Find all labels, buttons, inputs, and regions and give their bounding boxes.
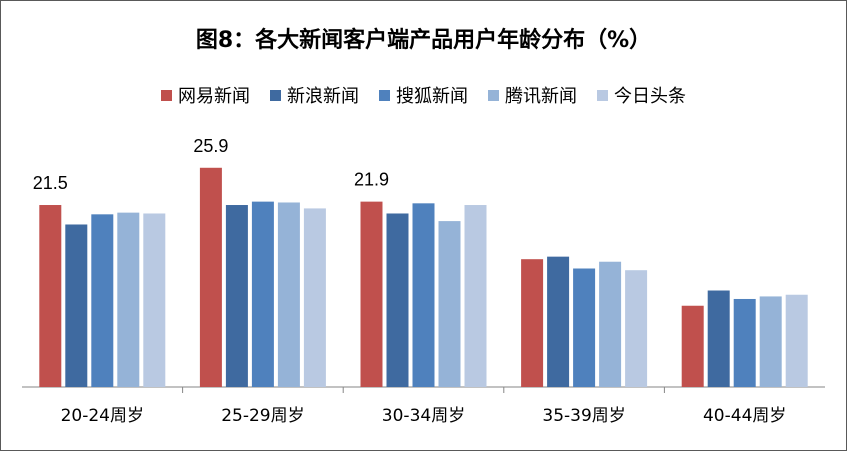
bar xyxy=(681,305,704,387)
bar xyxy=(225,205,248,387)
bar xyxy=(39,205,62,387)
bar xyxy=(547,256,570,387)
bar xyxy=(438,221,461,387)
bar xyxy=(412,203,435,387)
bar xyxy=(117,212,140,387)
legend-swatch xyxy=(270,89,281,101)
bar xyxy=(143,213,166,387)
bar xyxy=(386,213,409,387)
legend-label: 腾讯新闻 xyxy=(505,86,577,107)
bar xyxy=(464,205,487,387)
legend-label: 今日头条 xyxy=(614,86,686,107)
legend-item: 搜狐新闻 xyxy=(379,82,468,108)
legend-swatch xyxy=(597,89,608,101)
legend-item: 新浪新闻 xyxy=(270,82,359,108)
bar xyxy=(599,261,622,387)
bar xyxy=(91,214,114,387)
bar xyxy=(785,294,808,387)
legend-item: 腾讯新闻 xyxy=(488,82,577,108)
data-label: 25.9 xyxy=(193,136,228,156)
x-tick-label: 30-34周岁 xyxy=(382,406,465,426)
bar xyxy=(303,208,326,387)
legend-item: 今日头条 xyxy=(597,82,686,108)
chart-title: 图8：各大新闻客户端产品用户年龄分布（%） xyxy=(195,28,652,53)
legend-swatch xyxy=(161,89,172,101)
bar xyxy=(199,167,222,387)
chart-legend: 网易新闻 新浪新闻 搜狐新闻 腾讯新闻 今日头条 xyxy=(0,82,847,108)
bar xyxy=(277,202,300,387)
data-label: 21.5 xyxy=(33,173,68,193)
legend-label: 网易新闻 xyxy=(178,86,250,107)
bar xyxy=(625,270,648,387)
x-tick-label: 40-44周岁 xyxy=(703,406,786,426)
legend-label: 新浪新闻 xyxy=(287,86,359,107)
x-tick-label: 25-29周岁 xyxy=(221,406,304,426)
legend-label: 搜狐新闻 xyxy=(396,86,468,107)
legend-swatch xyxy=(379,89,390,101)
x-tick-label: 20-24周岁 xyxy=(61,406,144,426)
bar xyxy=(759,296,782,387)
data-label: 21.9 xyxy=(354,170,389,190)
x-tick-label: 35-39周岁 xyxy=(542,406,625,426)
bar xyxy=(521,259,544,387)
bar xyxy=(360,201,383,387)
legend-item: 网易新闻 xyxy=(161,82,250,108)
bar xyxy=(65,224,88,387)
bar xyxy=(707,290,730,387)
bar xyxy=(733,298,756,387)
bar xyxy=(251,201,274,387)
bar xyxy=(573,268,596,387)
legend-swatch xyxy=(488,89,499,101)
